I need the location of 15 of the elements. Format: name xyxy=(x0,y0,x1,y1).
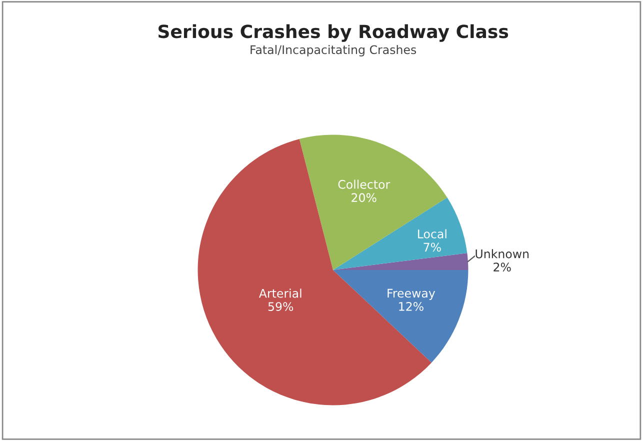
pie-slice xyxy=(333,270,468,363)
data-label: 20% xyxy=(352,193,376,202)
data-label: 12% xyxy=(399,302,424,311)
data-label: 7% xyxy=(424,242,441,252)
slice-label: Arterial xyxy=(258,288,302,298)
slice-label: Local xyxy=(418,229,446,238)
pie-slice xyxy=(299,134,448,270)
data-label: 59% xyxy=(268,302,294,312)
pie-slice xyxy=(333,253,468,270)
data-label: 2% xyxy=(494,262,511,272)
slice-label: Unknown xyxy=(476,249,529,258)
slice-label: Freeway xyxy=(388,288,436,300)
chart-title: Serious Crashes by Roadway Class xyxy=(158,24,508,42)
slice-label: Collector xyxy=(338,180,390,189)
chart-subtitle: Fatal/Incapacitating Crashes xyxy=(250,45,416,56)
